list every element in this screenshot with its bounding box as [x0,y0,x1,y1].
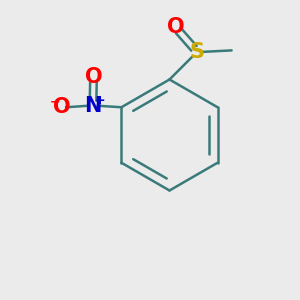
Text: S: S [190,42,205,62]
Text: O: O [85,67,102,87]
Text: O: O [167,17,184,37]
Text: O: O [52,97,70,117]
Text: +: + [95,94,106,107]
Text: N: N [84,96,102,116]
Text: −: − [49,96,60,109]
